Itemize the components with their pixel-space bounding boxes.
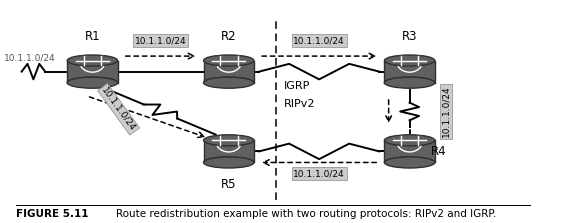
- Text: 10.1.1.0/24: 10.1.1.0/24: [100, 86, 137, 133]
- FancyBboxPatch shape: [67, 60, 117, 83]
- Text: R1: R1: [84, 30, 100, 43]
- Ellipse shape: [204, 55, 254, 66]
- Text: FIGURE 5.11: FIGURE 5.11: [16, 209, 89, 219]
- Ellipse shape: [204, 157, 254, 168]
- Ellipse shape: [204, 77, 254, 88]
- Text: RIPv2: RIPv2: [284, 99, 315, 109]
- Text: 10.1.1.0/24: 10.1.1.0/24: [442, 86, 451, 137]
- FancyBboxPatch shape: [384, 140, 435, 163]
- Ellipse shape: [204, 135, 254, 146]
- FancyBboxPatch shape: [384, 60, 435, 83]
- Ellipse shape: [67, 77, 117, 88]
- Text: R5: R5: [221, 178, 236, 191]
- Ellipse shape: [384, 77, 435, 88]
- FancyBboxPatch shape: [204, 60, 254, 83]
- Text: R4: R4: [431, 145, 446, 158]
- Ellipse shape: [384, 55, 435, 66]
- Text: 10.1.1.0/24: 10.1.1.0/24: [135, 36, 187, 45]
- Text: IGRP: IGRP: [284, 81, 310, 91]
- Text: R2: R2: [221, 30, 236, 43]
- Text: 10.1.1.0/24: 10.1.1.0/24: [293, 36, 345, 45]
- Ellipse shape: [384, 157, 435, 168]
- FancyBboxPatch shape: [204, 140, 254, 163]
- Text: R3: R3: [402, 30, 417, 43]
- Text: 10.1.1.0/24: 10.1.1.0/24: [3, 54, 56, 63]
- Ellipse shape: [384, 135, 435, 146]
- Ellipse shape: [67, 55, 117, 66]
- Text: Route redistribution example with two routing protocols: RIPv2 and IGRP.: Route redistribution example with two ro…: [103, 209, 496, 219]
- Text: 10.1.1.0/24: 10.1.1.0/24: [293, 169, 345, 178]
